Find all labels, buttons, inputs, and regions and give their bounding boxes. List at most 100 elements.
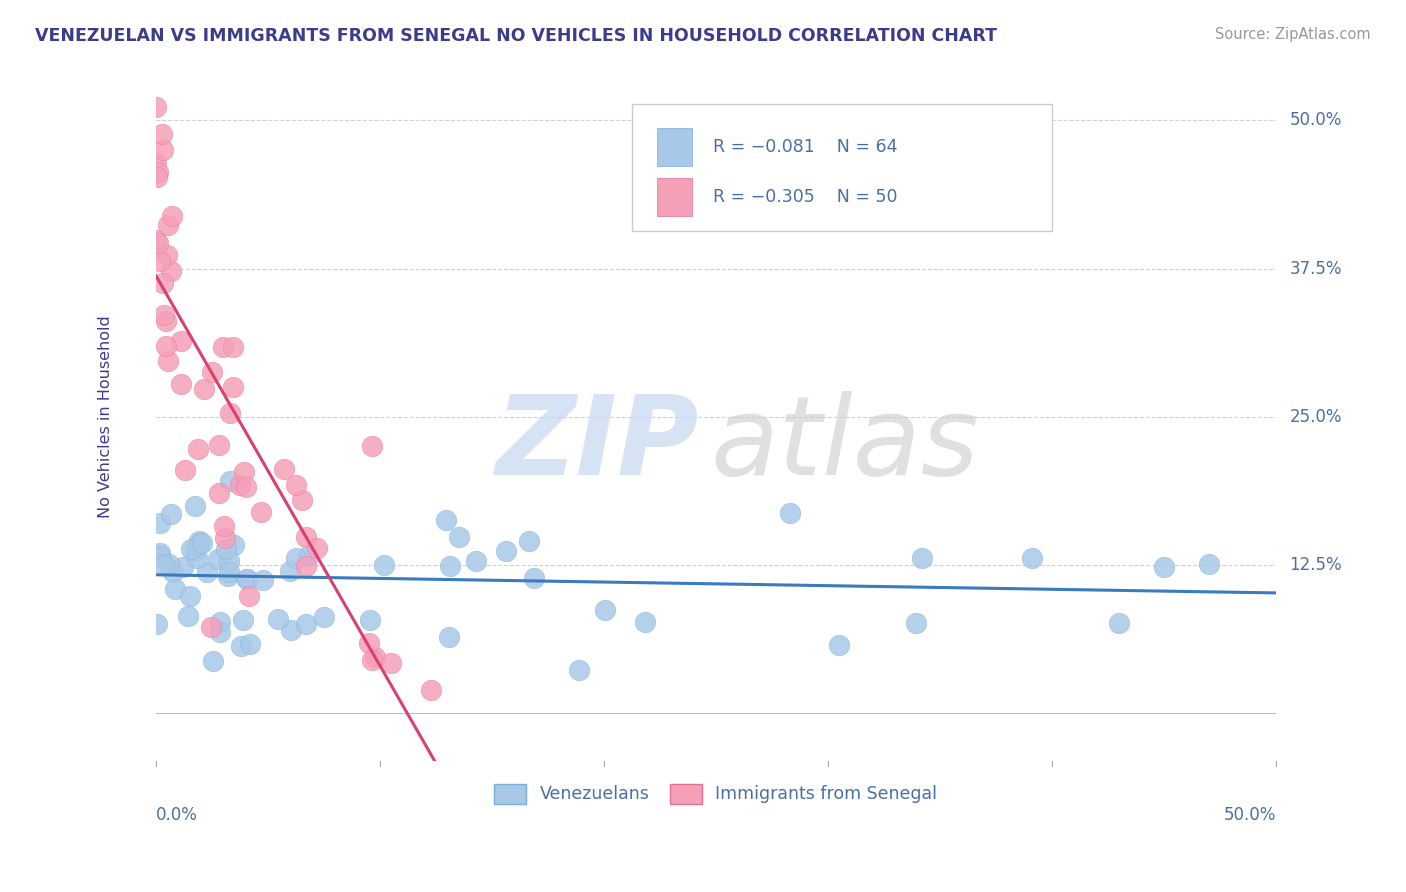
Point: [232, 465, 254, 479]
Point: [439, 559, 461, 574]
Point: [447, 531, 470, 545]
Point: [214, 531, 236, 545]
Point: [184, 499, 207, 513]
Text: R = −0.305    N = 50: R = −0.305 N = 50: [713, 188, 897, 206]
Legend: Venezuelans, Immigrants from Senegal: Venezuelans, Immigrants from Senegal: [488, 777, 945, 811]
Point: [214, 518, 236, 533]
Point: [195, 566, 218, 580]
Text: R = −0.081    N = 64: R = −0.081 N = 64: [713, 138, 897, 156]
Point: [215, 541, 238, 556]
Point: [222, 340, 245, 354]
Point: [1198, 557, 1220, 571]
Point: [273, 462, 295, 476]
Point: [212, 341, 235, 355]
Point: [373, 558, 395, 572]
Point: [200, 620, 222, 634]
Text: 50.0%: 50.0%: [1223, 805, 1277, 823]
Point: [1021, 551, 1043, 566]
Point: [219, 406, 242, 420]
Point: [190, 535, 212, 549]
Point: [904, 616, 927, 631]
Point: [160, 209, 183, 223]
Point: [170, 334, 193, 349]
Point: [218, 565, 240, 579]
Point: [155, 313, 177, 327]
Point: [523, 571, 546, 585]
Point: [232, 613, 254, 627]
Point: [218, 474, 240, 488]
Point: [188, 534, 211, 549]
Point: [208, 615, 231, 630]
Point: [235, 480, 257, 494]
Point: [359, 613, 381, 627]
Point: [307, 541, 329, 555]
Point: [179, 589, 201, 603]
Point: [153, 308, 176, 322]
Point: [357, 635, 380, 649]
Point: [380, 656, 402, 670]
Point: [222, 538, 245, 552]
Point: [156, 247, 179, 261]
Point: [180, 542, 202, 557]
Point: [187, 442, 209, 456]
Point: [828, 638, 851, 652]
Point: [177, 609, 200, 624]
Point: [152, 277, 174, 291]
Point: [155, 339, 177, 353]
Point: [146, 169, 169, 184]
Point: [238, 637, 260, 651]
Point: [207, 551, 229, 566]
Point: [278, 564, 301, 578]
Point: [172, 560, 194, 574]
Text: ZIP: ZIP: [496, 391, 699, 498]
Point: [149, 545, 172, 559]
Point: [517, 533, 540, 548]
Point: [201, 366, 224, 380]
Text: 0.0%: 0.0%: [156, 805, 198, 823]
Text: 25.0%: 25.0%: [1289, 408, 1343, 425]
Point: [285, 477, 308, 491]
Point: [146, 235, 169, 250]
Point: [360, 439, 382, 453]
Point: [779, 506, 801, 520]
Point: [149, 549, 172, 564]
Point: [150, 127, 173, 141]
Point: [437, 630, 460, 644]
FancyBboxPatch shape: [657, 178, 693, 216]
Text: 37.5%: 37.5%: [1289, 260, 1343, 277]
Point: [252, 574, 274, 588]
Point: [162, 566, 184, 580]
Point: [249, 505, 271, 519]
Point: [295, 617, 318, 632]
Point: [285, 551, 308, 566]
Point: [295, 558, 318, 573]
Text: 12.5%: 12.5%: [1289, 556, 1343, 574]
Point: [229, 639, 252, 653]
Point: [157, 218, 180, 232]
Point: [236, 572, 259, 586]
Point: [312, 610, 335, 624]
Point: [1153, 559, 1175, 574]
Point: [229, 477, 252, 491]
Point: [183, 543, 205, 558]
Point: [146, 165, 169, 179]
Text: atlas: atlas: [710, 391, 979, 498]
Point: [186, 551, 208, 566]
Text: No Vehicles in Household: No Vehicles in Household: [98, 316, 112, 518]
Point: [222, 380, 245, 394]
Point: [361, 653, 384, 667]
Text: Source: ZipAtlas.com: Source: ZipAtlas.com: [1215, 27, 1371, 42]
Point: [149, 254, 172, 268]
Point: [295, 530, 318, 544]
Point: [149, 516, 172, 530]
Point: [419, 682, 441, 697]
Point: [159, 507, 181, 521]
Point: [146, 617, 169, 632]
Point: [495, 544, 517, 558]
Point: [145, 233, 167, 247]
Point: [217, 568, 239, 582]
Point: [364, 649, 387, 664]
Point: [157, 557, 180, 571]
Text: VENEZUELAN VS IMMIGRANTS FROM SENEGAL NO VEHICLES IN HOUSEHOLD CORRELATION CHART: VENEZUELAN VS IMMIGRANTS FROM SENEGAL NO…: [35, 27, 997, 45]
Point: [434, 513, 457, 527]
